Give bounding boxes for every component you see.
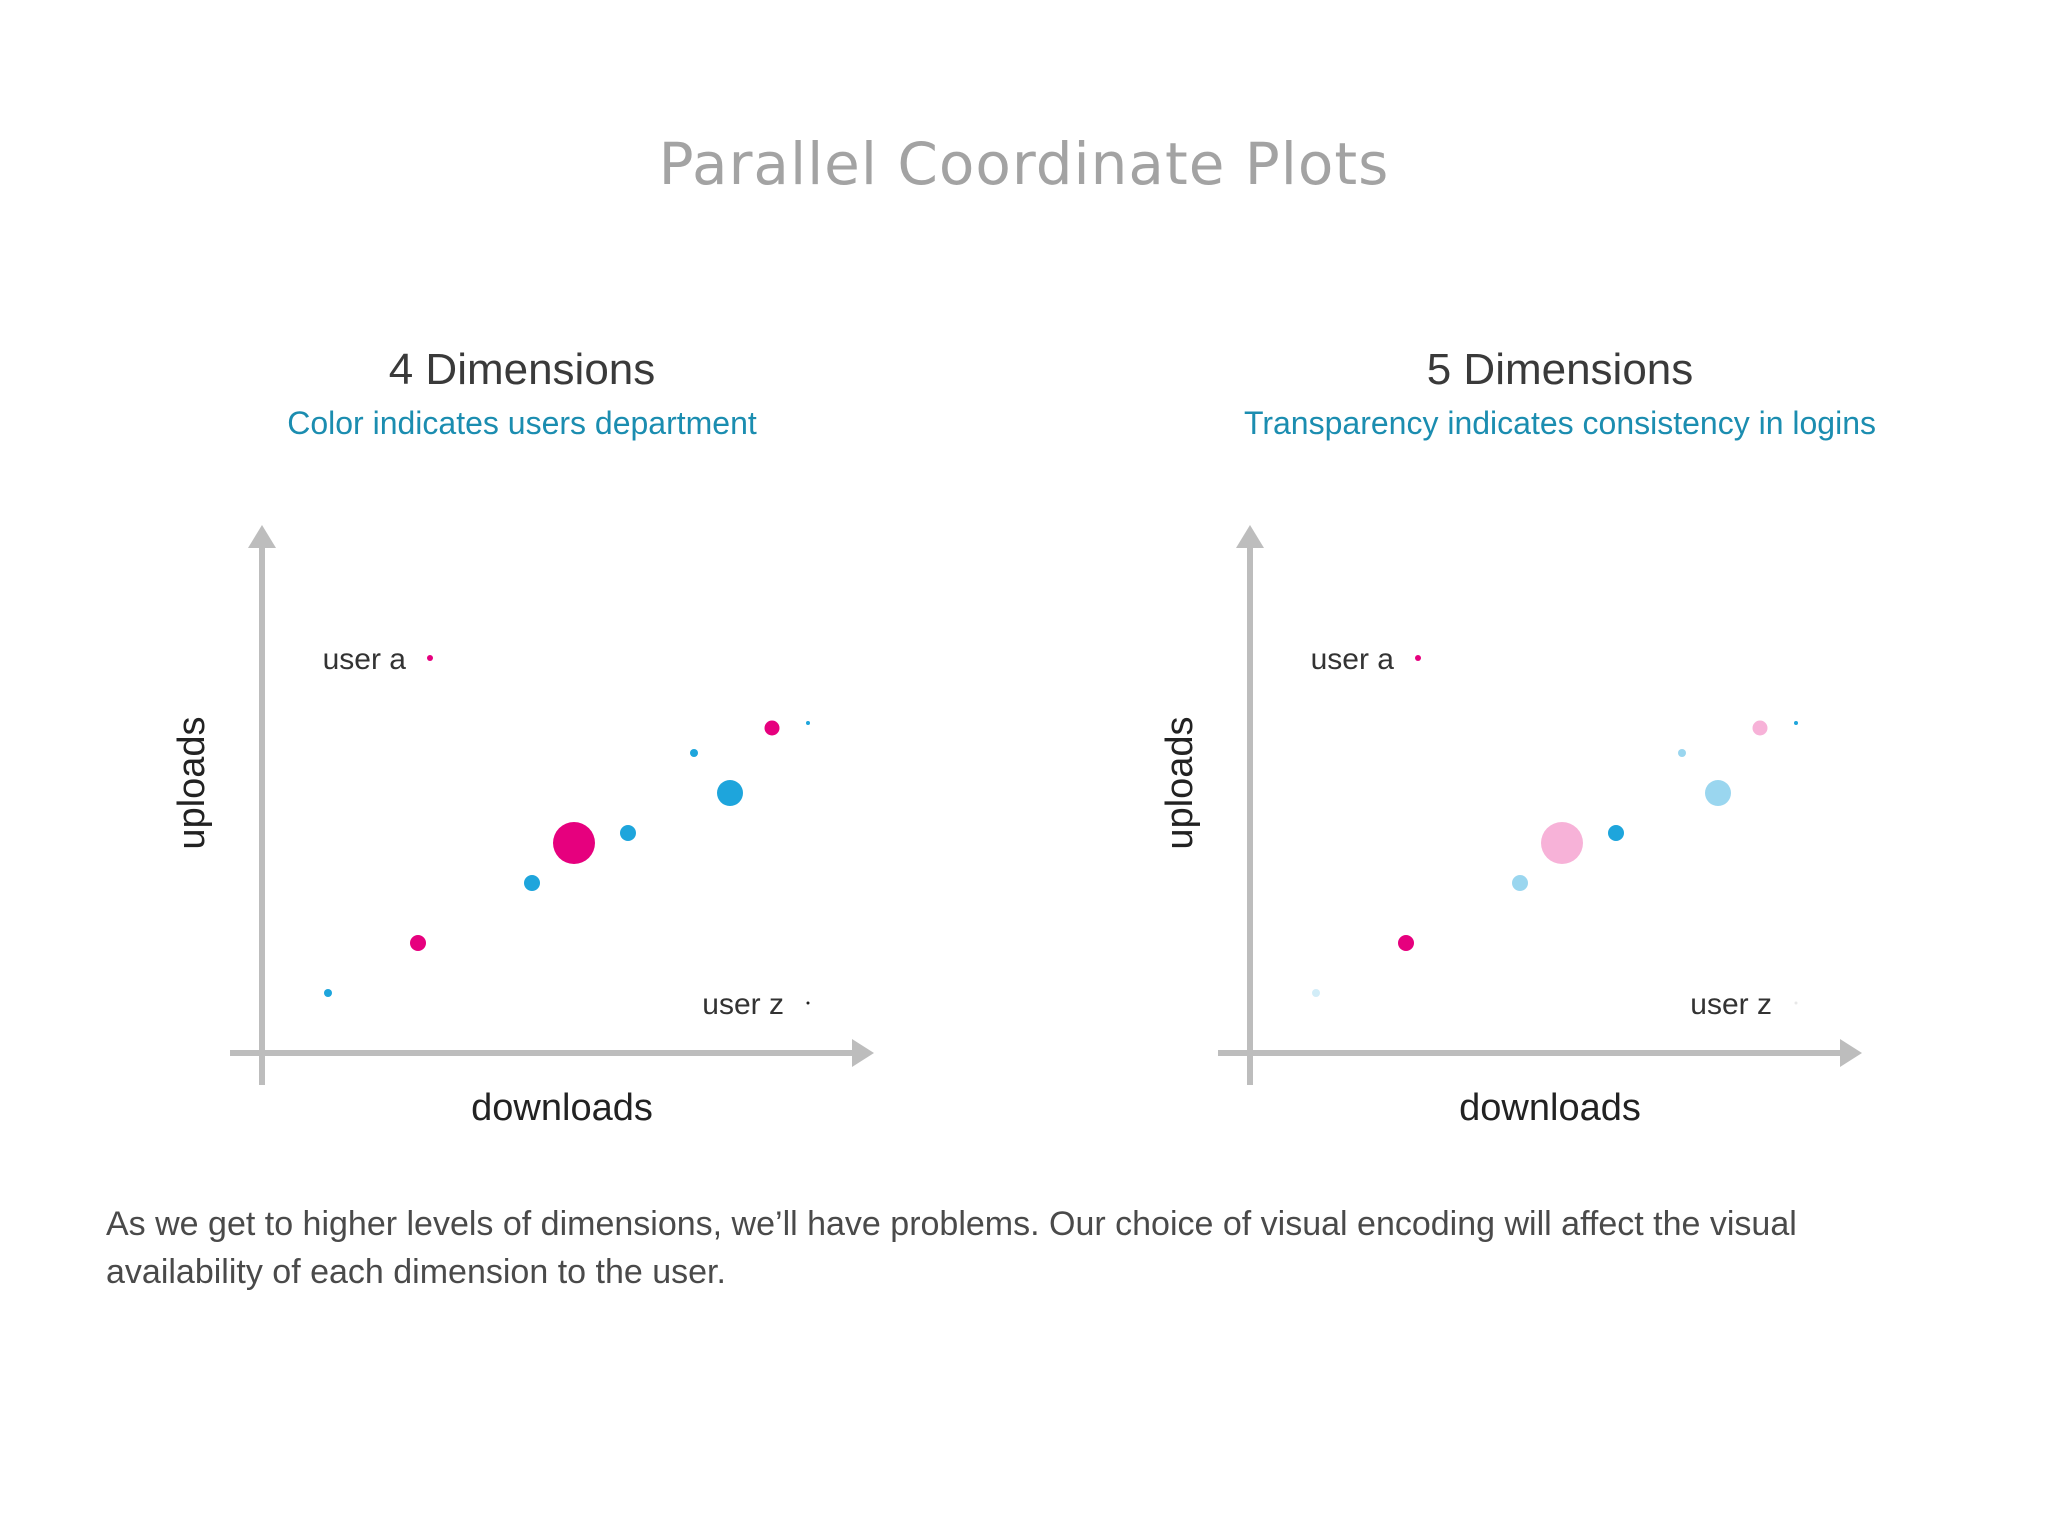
y-axis-label: uploads [171,716,213,849]
chart-subtitle-right: Transparency indicates consistency in lo… [1243,405,1876,441]
data-point [1794,1001,1798,1005]
data-point [1541,822,1583,864]
chart-subtitle-left: Color indicates users department [287,405,757,441]
data-point [1608,825,1624,841]
data-point [524,875,540,891]
data-point [553,822,595,864]
data-point [1512,875,1528,891]
data-point [764,720,780,736]
data-point [1678,749,1686,757]
point-label: user z [702,988,784,1021]
data-point [1705,780,1731,806]
scatter-chart-left: downloads uploads user a user z [171,525,874,1129]
data-point [1415,655,1421,661]
data-point [620,825,636,841]
x-axis-label: downloads [1459,1087,1641,1129]
chart-title-left: 4 Dimensions [388,345,656,394]
chart-title-right: 5 Dimensions [1426,345,1694,394]
data-point [806,721,810,725]
data-point [1312,989,1320,997]
y-axis-arrow [248,525,276,548]
data-point [1398,935,1414,951]
y-axis-arrow [1236,525,1264,548]
scatter-chart-right: downloads uploads user a user z [1159,525,1862,1129]
point-label: user a [323,643,407,676]
data-point [1752,720,1768,736]
data-point [717,780,743,806]
slide-title: Parallel Coordinate Plots [658,130,1390,198]
data-point [410,935,426,951]
x-axis-arrow [1840,1039,1862,1067]
point-label: user a [1311,643,1395,676]
data-point [1794,721,1798,725]
x-axis-arrow [852,1039,874,1067]
data-point [806,1001,810,1005]
point-label: user z [1690,988,1772,1021]
x-axis-label: downloads [471,1087,653,1129]
slide-caption: As we get to higher levels of dimensions… [106,1205,1797,1291]
y-axis-label: uploads [1159,716,1201,849]
data-point [690,749,698,757]
data-point [427,655,433,661]
data-point [324,989,332,997]
